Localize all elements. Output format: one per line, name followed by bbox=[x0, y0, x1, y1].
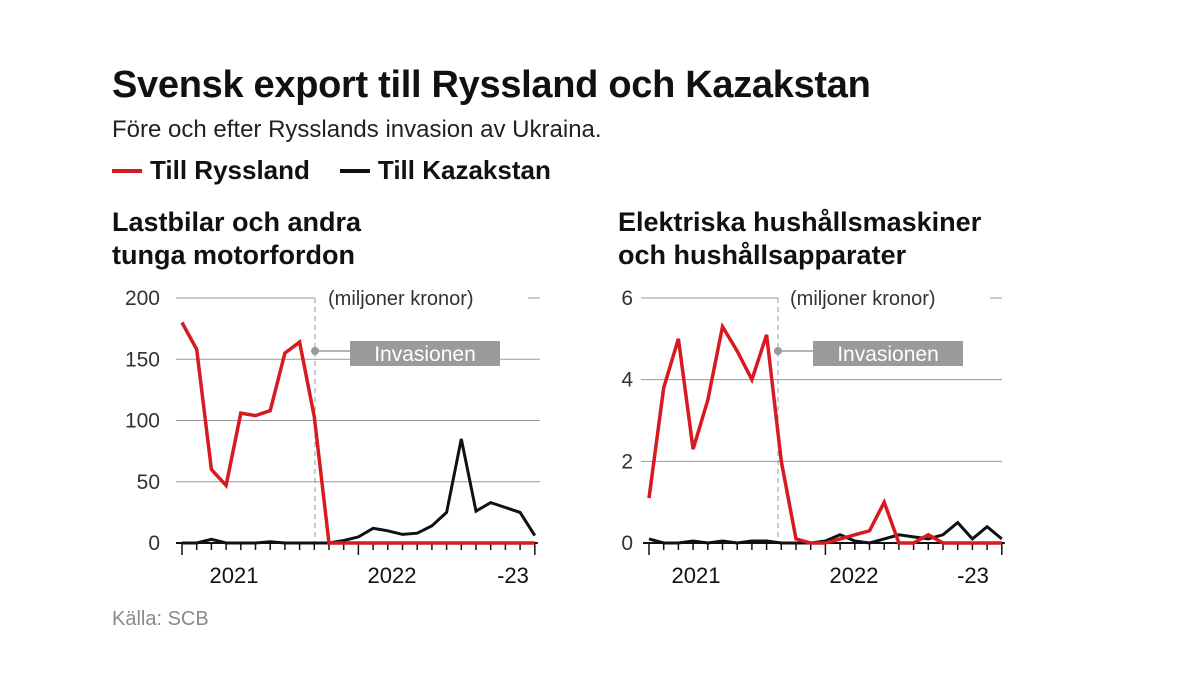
legend-swatch-kazakhstan bbox=[339, 168, 370, 173]
appliances-x-label-2021: 2021 bbox=[672, 563, 721, 588]
source-note: Källa: SCB bbox=[112, 608, 209, 630]
panel-title-trucks-line-1: Lastbilar och andra bbox=[112, 207, 362, 237]
trucks-x-label-2022: 2022 bbox=[368, 563, 417, 588]
panel-title-appliances: Elektriska hushållsmaskiner och hushålls… bbox=[618, 206, 1078, 272]
appliances-ytick-label-6: 6 bbox=[621, 287, 633, 310]
appliances-series-kazakhstan-line bbox=[648, 520, 1003, 545]
trucks-ytick-label-200: 200 bbox=[125, 287, 160, 310]
appliances-x-label--23: -23 bbox=[957, 563, 989, 588]
panel-title-appliances-line-2: och hushållsapparater bbox=[618, 240, 907, 270]
appliances-ytick-label-4: 4 bbox=[621, 369, 633, 392]
panel-title-trucks: Lastbilar och andra tunga motorfordon bbox=[112, 206, 572, 272]
panel-title-trucks-line-2: tunga motorfordon bbox=[112, 240, 355, 270]
legend-label-kazakhstan: Till Kazakstan bbox=[377, 155, 551, 185]
trucks-ytick-label-0: 0 bbox=[148, 532, 160, 555]
appliances-invasion-label: Invasionen bbox=[837, 343, 939, 366]
appliances-ytick-label-0: 0 bbox=[621, 532, 633, 555]
legend: Till Ryssland Till Kazakstan bbox=[112, 155, 551, 186]
legend-label-russia: Till Ryssland bbox=[150, 155, 310, 185]
trucks-invasion-dot bbox=[311, 347, 319, 355]
trucks-ytick-label-150: 150 bbox=[125, 348, 160, 371]
trucks-x-label--23: -23 bbox=[497, 563, 529, 588]
appliances-unit-label: (miljoner kronor) bbox=[790, 288, 936, 310]
trucks-ytick-label-50: 50 bbox=[137, 471, 160, 494]
panel-title-appliances-line-1: Elektriska hushållsmaskiner bbox=[618, 207, 982, 237]
trucks-series-kazakhstan-line bbox=[182, 438, 537, 545]
legend-item-kazakhstan: Till Kazakstan bbox=[339, 155, 551, 186]
page-subtitle: Före och efter Rysslands invasion av Ukr… bbox=[112, 116, 602, 143]
trucks-ytick-label-100: 100 bbox=[125, 410, 160, 433]
trucks-invasion-label: Invasionen bbox=[374, 343, 476, 366]
trucks-invasion-label-box bbox=[350, 341, 500, 366]
trucks-x-label-2021: 2021 bbox=[210, 563, 259, 588]
trucks-series-russia-line bbox=[180, 321, 535, 545]
page-title: Svensk export till Ryssland och Kazaksta… bbox=[112, 64, 871, 106]
appliances-series-russia-line bbox=[647, 321, 1002, 545]
appliances-x-label-2022: 2022 bbox=[830, 563, 879, 588]
legend-item-russia: Till Ryssland bbox=[112, 155, 310, 186]
trucks-unit-label: (miljoner kronor) bbox=[328, 288, 474, 310]
appliances-invasion-dot bbox=[774, 347, 782, 355]
appliances-invasion-label-box bbox=[813, 341, 963, 366]
appliances-ytick-label-2: 2 bbox=[621, 450, 633, 473]
legend-swatch-russia bbox=[112, 168, 142, 173]
